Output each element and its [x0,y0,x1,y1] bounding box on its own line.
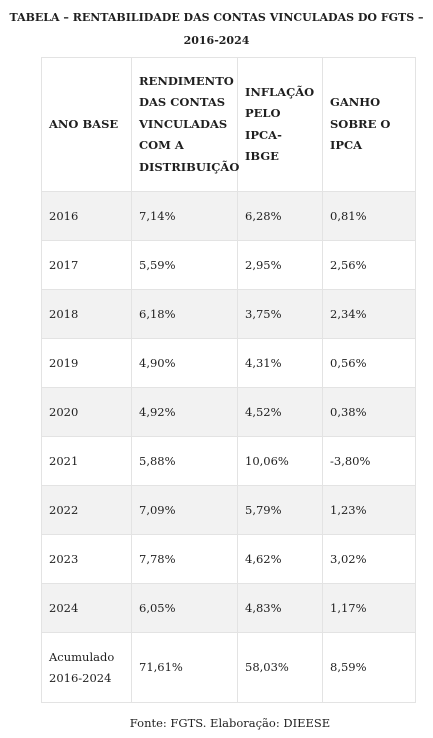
table-row: 2024 6,05% 4,83% 1,17% [41,583,416,633]
cell-inflacao: 4,83% [237,583,323,633]
table-row: 2018 6,18% 3,75% 2,34% [41,289,416,339]
table-row: 2017 5,59% 2,95% 2,56% [41,240,416,290]
header-inflacao: INFLAÇÃO PELO IPCA-IBGE [237,57,323,192]
cell-ganho: 2,56% [322,240,416,290]
table-row: 2023 7,78% 4,62% 3,02% [41,534,416,584]
cell-ganho: -3,80% [322,436,416,486]
cell-inflacao: 3,75% [237,289,323,339]
cell-ganho: 2,34% [322,289,416,339]
cell-ganho: 1,23% [322,485,416,535]
cell-rendimento: 71,61% [131,632,238,703]
caption-line-2: 2016-2024 [183,34,250,47]
cell-inflacao: 6,28% [237,191,323,241]
table-body: 2016 7,14% 6,28% 0,81% 2017 5,59% 2,95% … [41,191,416,703]
cell-inflacao: 58,03% [237,632,323,703]
table-row: 2020 4,92% 4,52% 0,38% [41,387,416,437]
table-row: 2021 5,88% 10,06% -3,80% [41,436,416,486]
cell-year: 2018 [41,289,132,339]
cell-rendimento: 5,59% [131,240,238,290]
cell-year: 2023 [41,534,132,584]
cell-ganho: 0,38% [322,387,416,437]
header-ano-base: ANO BASE [41,57,132,192]
caption-line-1: TABELA – RENTABILIDADE DAS CONTAS VINCUL… [9,11,424,24]
table-caption: TABELA – RENTABILIDADE DAS CONTAS VINCUL… [0,6,433,52]
cell-rendimento: 7,14% [131,191,238,241]
cell-ganho: 8,59% [322,632,416,703]
cell-inflacao: 2,95% [237,240,323,290]
table-head: ANO BASE RENDIMENTO DAS CONTAS VINCULADA… [41,57,416,192]
cell-year: 2017 [41,240,132,290]
cell-year: 2021 [41,436,132,486]
cell-inflacao: 4,31% [237,338,323,388]
cell-ganho: 0,56% [322,338,416,388]
cell-inflacao: 10,06% [237,436,323,486]
cell-ganho: 1,17% [322,583,416,633]
cell-ganho: 0,81% [322,191,416,241]
cell-rendimento: 6,05% [131,583,238,633]
cell-year: 2019 [41,338,132,388]
header-ganho: GANHO SOBRE O IPCA [322,57,416,192]
cell-year: Acumulado 2016-2024 [41,632,132,703]
cell-rendimento: 7,78% [131,534,238,584]
table-row: 2016 7,14% 6,28% 0,81% [41,191,416,241]
cell-inflacao: 4,62% [237,534,323,584]
cell-rendimento: 4,92% [131,387,238,437]
table-row: 2019 4,90% 4,31% 0,56% [41,338,416,388]
cell-rendimento: 7,09% [131,485,238,535]
header-rendimento: RENDIMENTO DAS CONTAS VINCULADAS COM A D… [131,57,239,192]
source-note: Fonte: FGTS. Elaboração: DIEESE [129,716,331,730]
cell-inflacao: 5,79% [237,485,323,535]
cell-rendimento: 6,18% [131,289,238,339]
fgts-rentabilidade-table: ANO BASE RENDIMENTO DAS CONTAS VINCULADA… [41,57,416,703]
cell-ganho: 3,02% [322,534,416,584]
cell-year: 2016 [41,191,132,241]
cell-rendimento: 4,90% [131,338,238,388]
header-row: ANO BASE RENDIMENTO DAS CONTAS VINCULADA… [41,57,416,192]
table-row-acumulado: Acumulado 2016-2024 71,61% 58,03% 8,59% [41,632,416,703]
cell-year: 2024 [41,583,132,633]
cell-rendimento: 5,88% [131,436,238,486]
cell-year: 2022 [41,485,132,535]
table-container: ANO BASE RENDIMENTO DAS CONTAS VINCULADA… [41,57,416,703]
cell-year: 2020 [41,387,132,437]
table-row: 2022 7,09% 5,79% 1,23% [41,485,416,535]
cell-inflacao: 4,52% [237,387,323,437]
